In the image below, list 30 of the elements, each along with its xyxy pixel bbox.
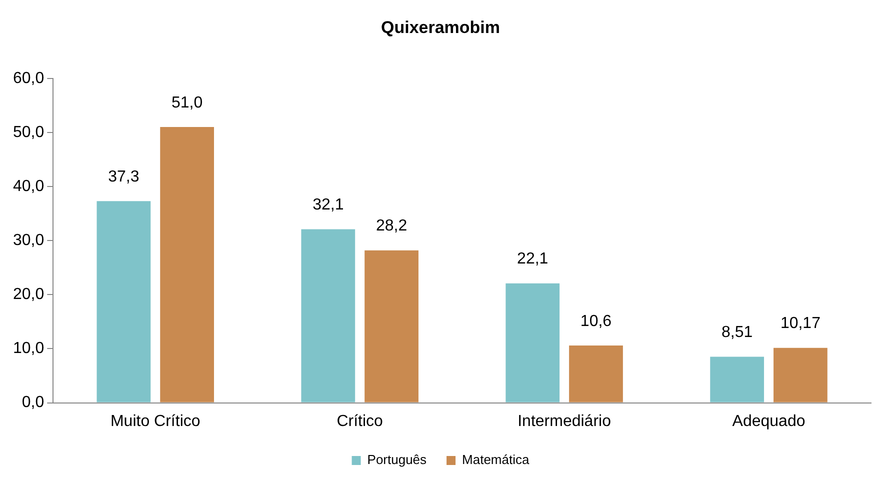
bar xyxy=(569,345,623,402)
legend-label: Matemática xyxy=(462,452,530,468)
chart-title: Quixeramobim xyxy=(380,18,500,37)
x-tick-label: Intermediário xyxy=(518,412,612,430)
y-tick-label: 60,0 xyxy=(13,70,44,87)
data-label: 10,17 xyxy=(780,315,821,332)
bar xyxy=(710,356,764,402)
data-label: 8,51 xyxy=(722,324,753,342)
data-label: 10,6 xyxy=(580,312,612,330)
bar xyxy=(96,201,151,402)
x-tick-label: Adequado xyxy=(732,412,806,430)
y-tick-label: 40,0 xyxy=(13,178,44,195)
y-tick-label: 10,0 xyxy=(13,340,44,358)
bar xyxy=(506,283,560,402)
data-label: 37,3 xyxy=(108,168,140,186)
legend-label: Português xyxy=(367,452,428,468)
y-tick-label: 50,0 xyxy=(13,124,44,141)
data-label: 28,2 xyxy=(376,218,408,235)
data-label: 22,1 xyxy=(517,250,548,268)
bar xyxy=(301,229,356,402)
data-label: 32,1 xyxy=(312,196,344,214)
x-tick-label: Crítico xyxy=(336,412,384,430)
bar xyxy=(160,127,214,402)
y-tick-label: 30,0 xyxy=(13,232,44,250)
x-tick-label: Muito Crítico xyxy=(110,412,200,430)
bar xyxy=(364,250,418,402)
y-tick-label: 20,0 xyxy=(13,286,44,304)
y-tick-label: 0,0 xyxy=(22,394,44,412)
data-label: 51,0 xyxy=(171,94,203,112)
bar xyxy=(774,348,828,402)
